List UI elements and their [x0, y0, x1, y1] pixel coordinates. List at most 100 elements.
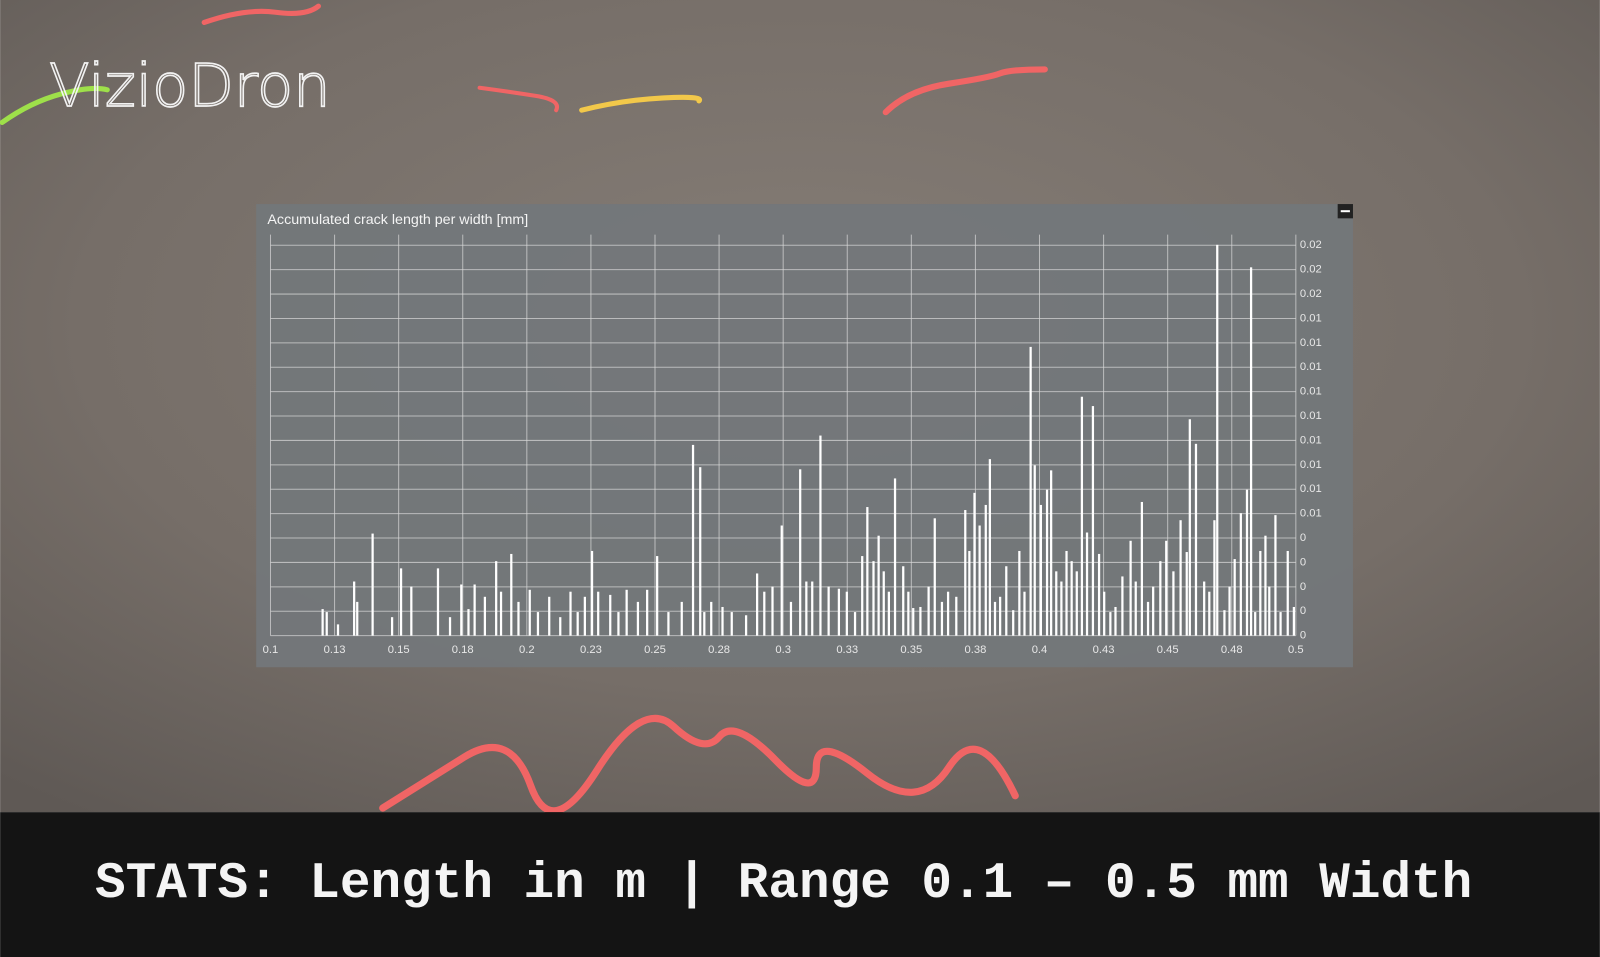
bar	[877, 535, 880, 636]
y-tick-label: 0.01	[1300, 459, 1322, 471]
bar	[1134, 581, 1137, 636]
bar	[1213, 520, 1216, 636]
x-tick-label: 0.15	[388, 644, 410, 656]
crack	[579, 94, 703, 113]
bar	[763, 591, 766, 636]
caption: STATS: Length in m | Range 0.1 – 0.5 mm …	[95, 856, 1472, 913]
bar	[483, 596, 487, 636]
bar	[625, 589, 628, 636]
bar	[993, 601, 997, 636]
x-tick-label: 0.38	[964, 644, 986, 656]
bar	[1245, 489, 1249, 636]
bar	[499, 591, 503, 636]
y-tick-label: 0	[1300, 605, 1306, 617]
x-tick-label: 0.18	[452, 644, 474, 656]
y-tick-label: 0.01	[1300, 312, 1322, 324]
bar	[978, 525, 981, 636]
y-tick-label: 0	[1300, 581, 1306, 593]
bar	[1121, 576, 1124, 636]
bar	[912, 608, 915, 636]
bar	[1216, 244, 1219, 636]
bar	[1165, 540, 1168, 636]
bar	[609, 594, 612, 636]
bar	[1045, 489, 1049, 636]
bar	[517, 601, 520, 636]
x-tick-label: 0.4	[1032, 644, 1048, 656]
bar	[771, 586, 774, 636]
bar	[1208, 591, 1211, 636]
bar	[473, 584, 476, 636]
bar	[819, 435, 822, 636]
y-tick-label: 0.02	[1300, 239, 1322, 251]
bar	[1085, 532, 1089, 636]
x-tick-label: 0.13	[324, 644, 346, 656]
bar	[667, 612, 670, 636]
bar	[510, 553, 513, 636]
x-tick-label: 0.1	[263, 644, 279, 656]
crack	[201, 3, 321, 25]
bar	[399, 568, 403, 636]
x-tick-label: 0.5	[1288, 644, 1304, 656]
y-tick-label: 0.01	[1300, 434, 1322, 446]
bar	[744, 615, 748, 636]
bar	[968, 550, 971, 636]
crack	[0, 85, 110, 125]
bar	[902, 566, 905, 636]
bar	[1223, 610, 1226, 636]
bar	[656, 556, 659, 636]
bar	[1129, 540, 1132, 636]
bar	[1179, 520, 1182, 636]
bar	[872, 561, 875, 636]
bar	[691, 444, 695, 636]
bar	[973, 492, 976, 636]
x-tick-label: 0.35	[900, 644, 922, 656]
crack	[379, 714, 1019, 815]
bar	[1159, 561, 1162, 636]
bar	[325, 612, 328, 636]
bar	[1274, 515, 1277, 636]
bar	[1050, 470, 1053, 636]
bar	[559, 617, 562, 636]
y-tick-label: 0.01	[1300, 337, 1322, 349]
bar	[730, 612, 733, 636]
bar	[590, 550, 594, 636]
bar	[1005, 566, 1008, 636]
crack	[477, 85, 559, 113]
bar	[353, 581, 356, 636]
bar	[1268, 586, 1271, 636]
bar	[1023, 591, 1026, 636]
bar	[1109, 612, 1112, 636]
bar	[893, 478, 897, 636]
bar	[984, 504, 987, 636]
bar	[1286, 550, 1289, 636]
bar	[1070, 561, 1073, 636]
bar	[1259, 550, 1262, 636]
cracks	[0, 3, 1048, 815]
bar	[1029, 346, 1032, 636]
bar	[646, 589, 649, 636]
bar	[837, 588, 841, 636]
bar	[710, 601, 713, 636]
crack	[882, 66, 1048, 116]
bar	[1146, 601, 1150, 636]
bar	[1249, 267, 1253, 636]
x-tick-label: 0.48	[1221, 644, 1243, 656]
bar	[1279, 612, 1282, 636]
bar	[853, 612, 857, 636]
x-tick-label: 0.33	[836, 644, 858, 656]
x-tick-label: 0.23	[580, 644, 602, 656]
x-tick-label: 0.45	[1157, 644, 1179, 656]
bar	[999, 596, 1002, 636]
bar	[536, 612, 540, 636]
bar	[1185, 552, 1188, 636]
bar	[964, 510, 967, 636]
y-tick-label: 0.01	[1300, 483, 1322, 495]
bar	[1254, 612, 1257, 636]
bar	[467, 609, 470, 636]
bar	[495, 561, 498, 636]
bar	[1172, 571, 1175, 636]
bar	[703, 612, 706, 636]
bar	[827, 586, 830, 636]
y-tick-label: 0	[1300, 532, 1306, 544]
